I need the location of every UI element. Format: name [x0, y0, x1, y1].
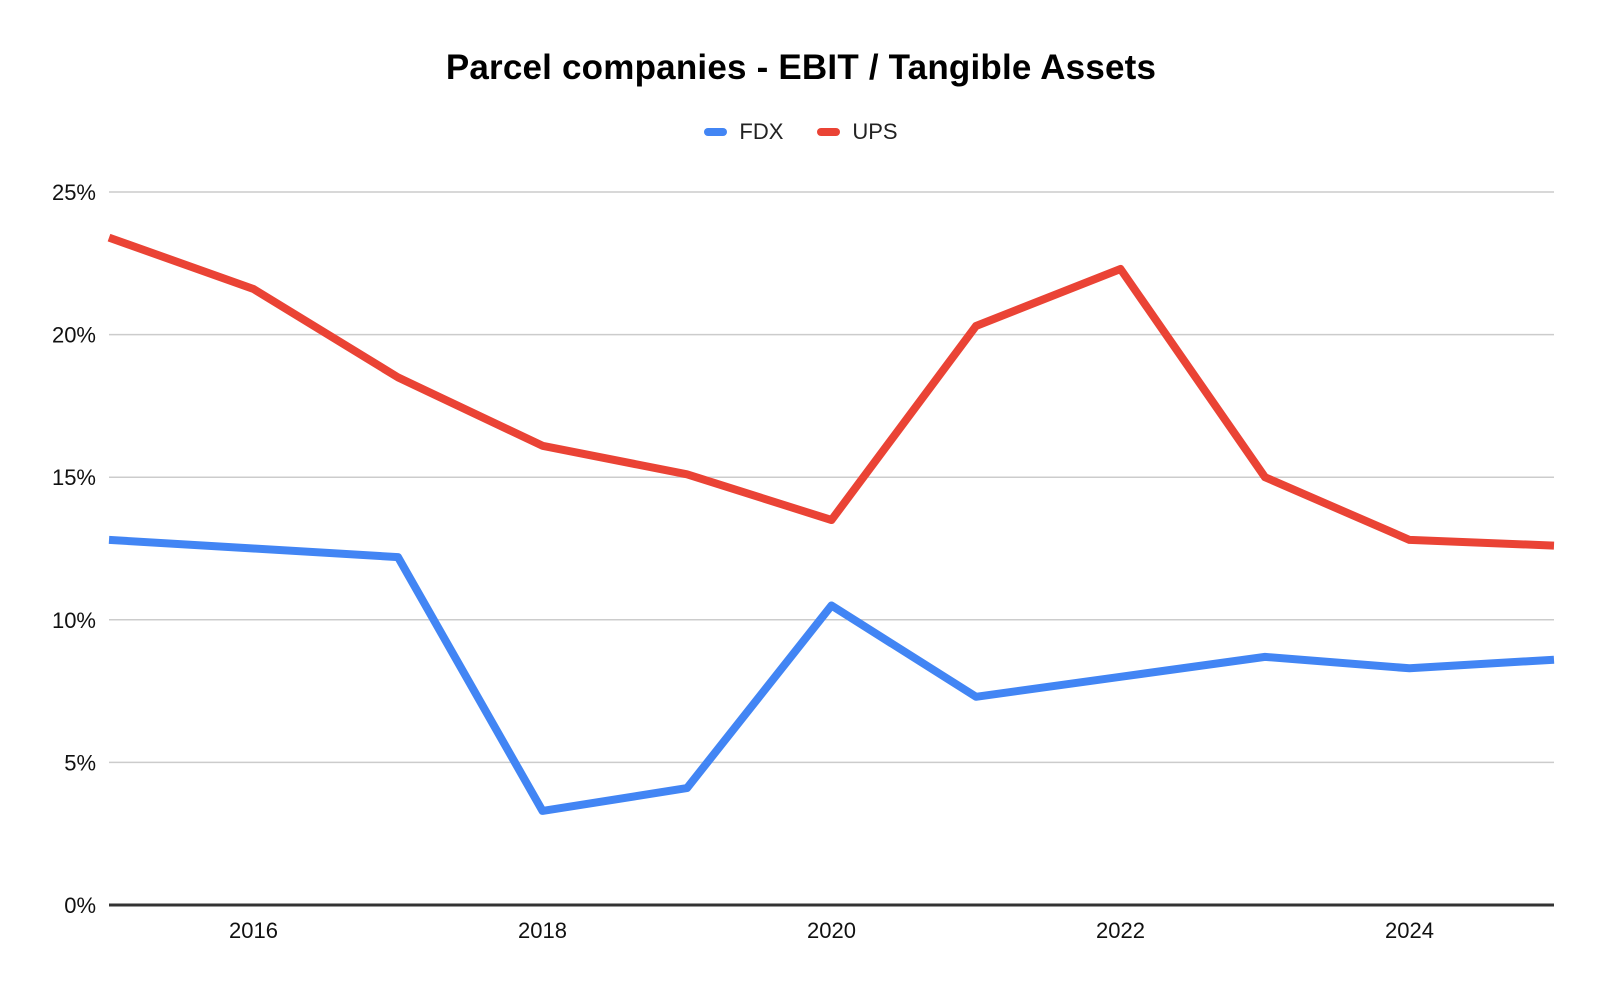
- x-axis-tick-label: 2022: [1096, 918, 1145, 943]
- y-axis-tick-label: 25%: [52, 180, 96, 205]
- x-axis-tick-label: 2020: [807, 918, 856, 943]
- x-axis-tick-label: 2018: [518, 918, 567, 943]
- series-line-ups: [107, 233, 1555, 550]
- legend-item-ups[interactable]: UPS: [817, 119, 898, 145]
- y-axis-tick-label: 0%: [64, 893, 96, 918]
- y-axis-tick-label: 10%: [52, 608, 96, 633]
- y-axis-tick-label: 20%: [52, 323, 96, 348]
- series-line-fdx: [108, 535, 1555, 815]
- fdx-series-swatch-icon: [704, 128, 728, 136]
- ups-series-swatch-icon: [817, 128, 841, 136]
- y-axis-tick-label: 5%: [64, 750, 96, 775]
- x-axis-tick-label: 2024: [1385, 918, 1434, 943]
- x-axis-tick-label: 2016: [229, 918, 278, 943]
- y-axis-tick-label: 15%: [52, 465, 96, 490]
- legend-label-fdx: FDX: [739, 119, 784, 144]
- legend: FDX UPS: [0, 119, 1602, 145]
- legend-item-fdx[interactable]: FDX: [704, 119, 783, 145]
- chart-title: Parcel companies - EBIT / Tangible Asset…: [445, 48, 1157, 87]
- legend-label-ups: UPS: [852, 119, 898, 144]
